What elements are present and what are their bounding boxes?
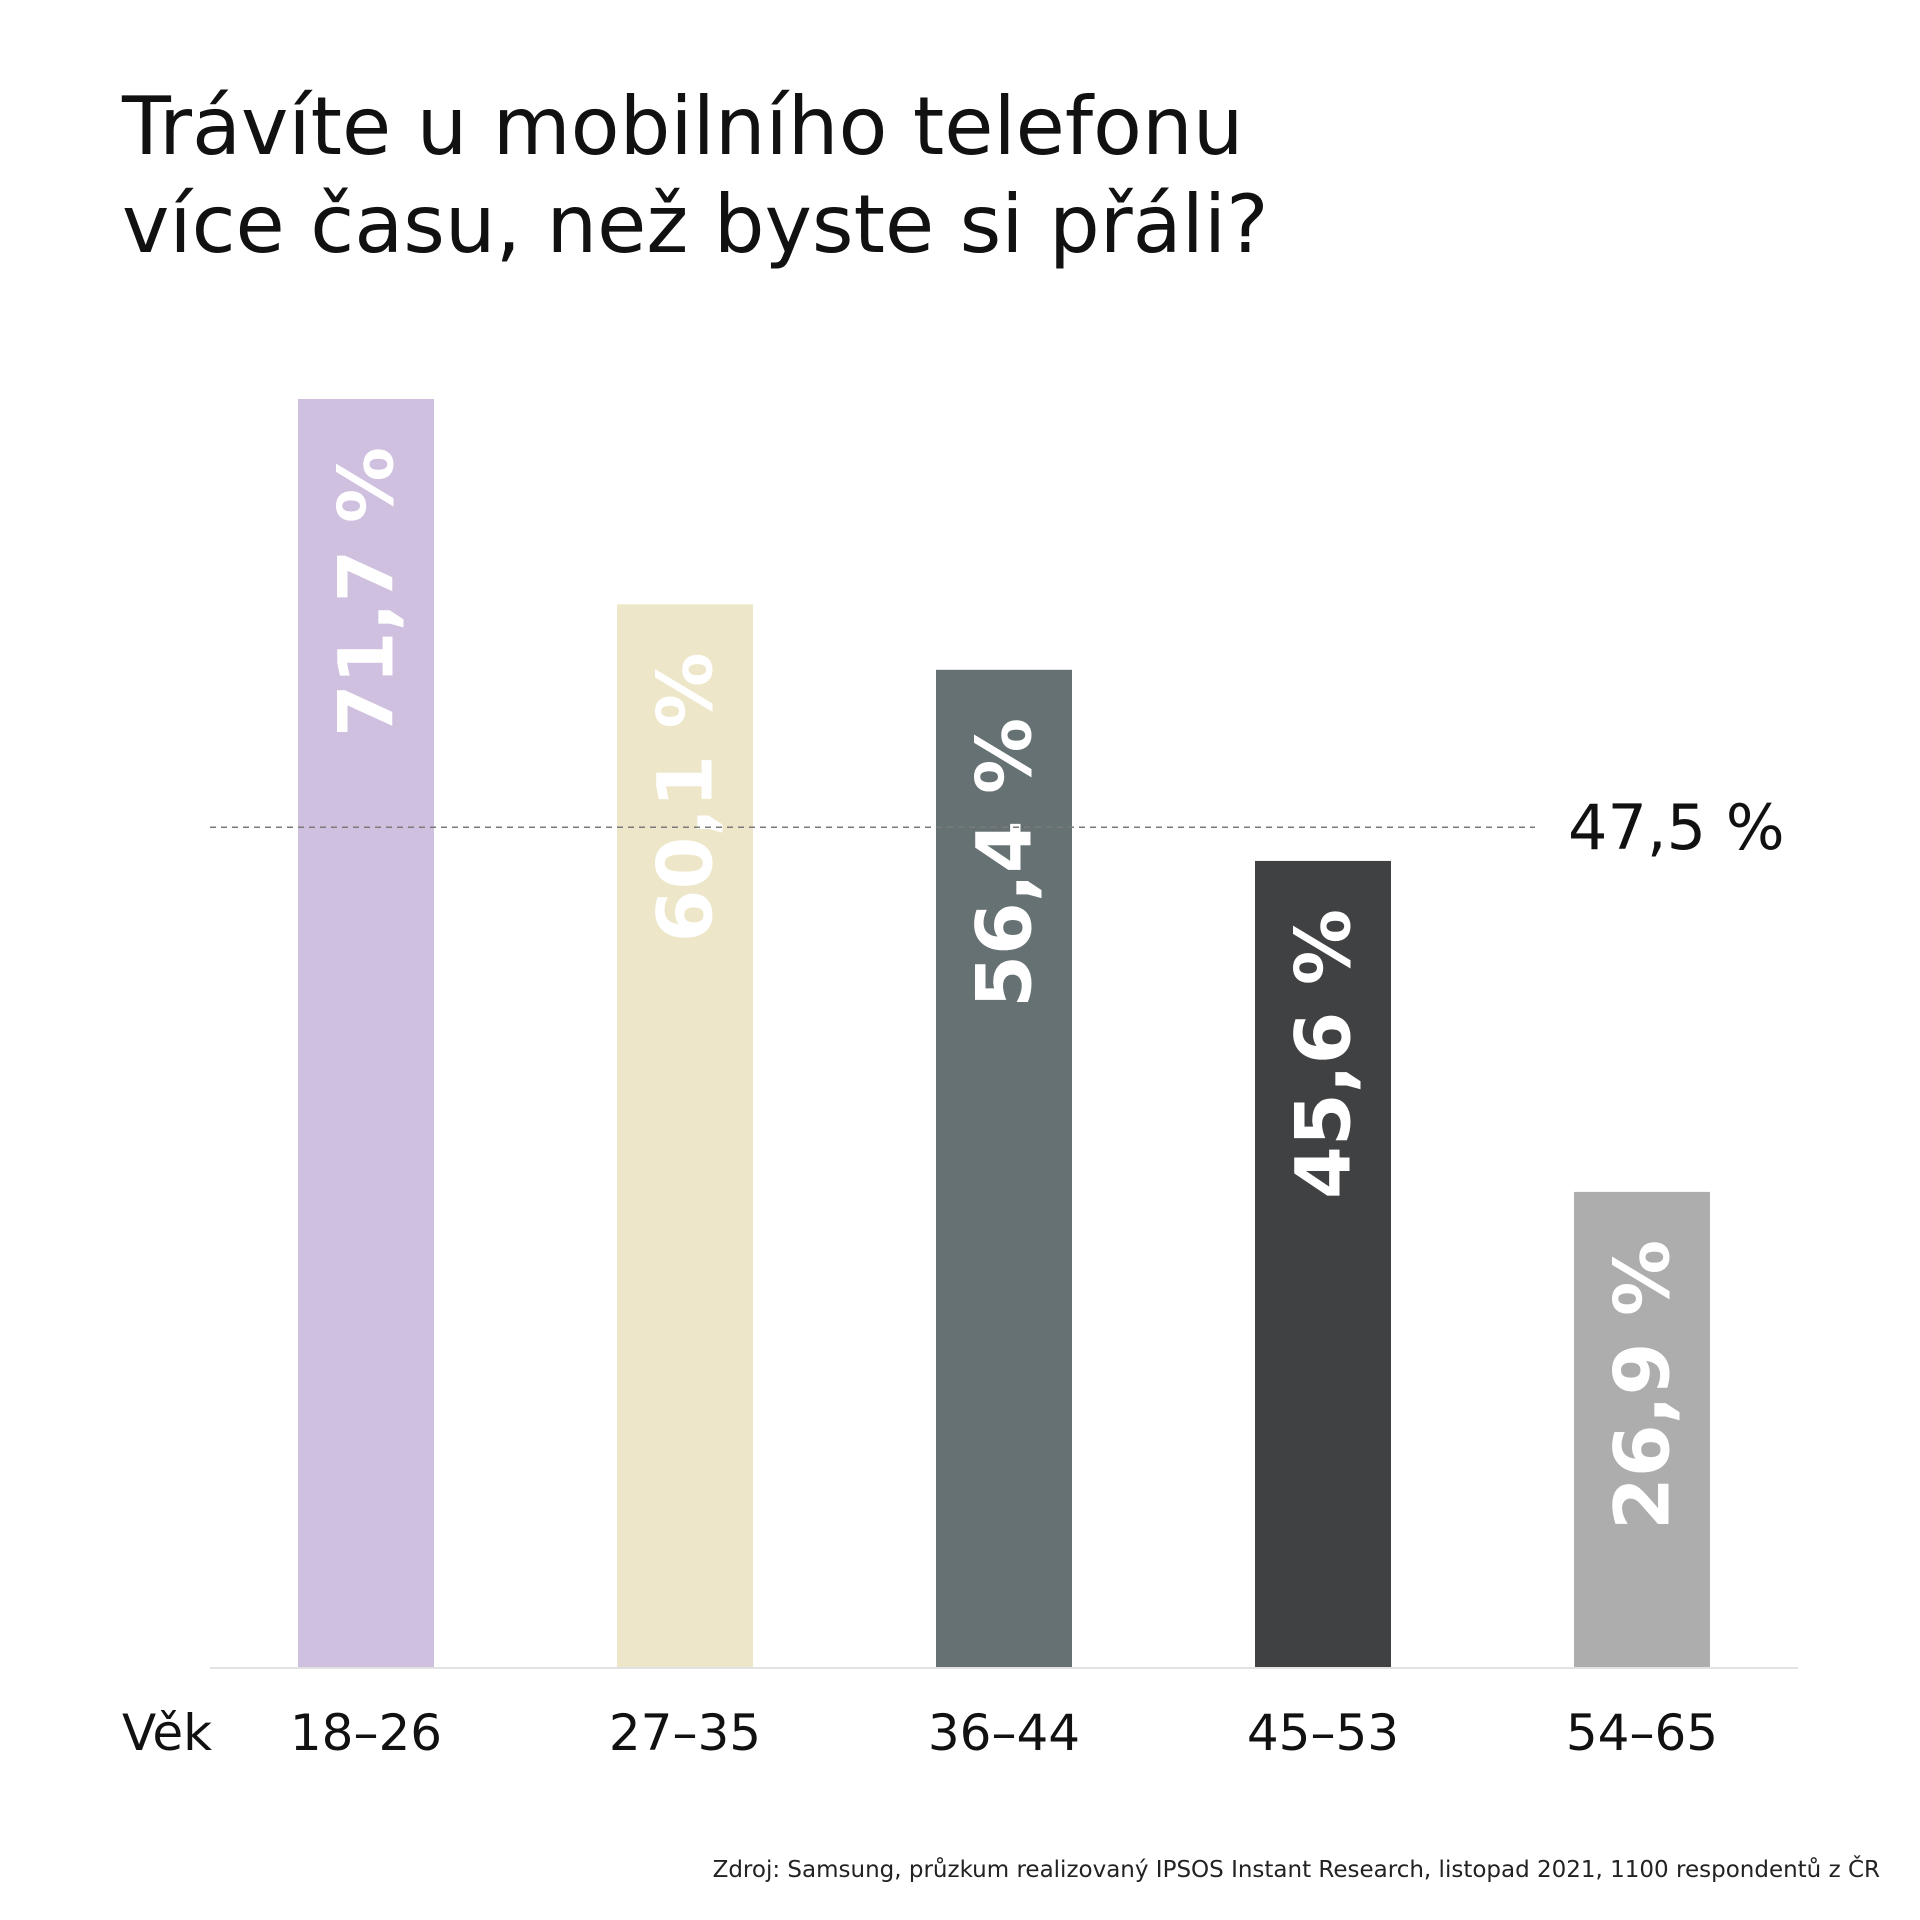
bar-2 <box>936 669 1072 1668</box>
bar-value-label-2: 56,4 % <box>960 718 1049 1008</box>
bar-0 <box>298 399 434 1668</box>
x-tick-label-3: 45–53 <box>1247 1704 1399 1762</box>
bar-value-label-3: 45,6 % <box>1279 909 1368 1199</box>
x-tick-label-1: 27–35 <box>609 1704 761 1762</box>
bar-4 <box>1574 1191 1710 1668</box>
bar-1 <box>617 604 753 1668</box>
bar-value-label-0: 71,7 % <box>322 447 411 737</box>
title-line-1: Trávíte u mobilního telefonu <box>122 80 1244 173</box>
x-axis-label: Věk <box>122 1704 212 1762</box>
x-tick-label-4: 54–65 <box>1566 1704 1718 1762</box>
title-line-2: více času, než byste si přáli? <box>122 178 1269 271</box>
x-tick-label-0: 18–26 <box>290 1704 442 1762</box>
bar-3 <box>1255 860 1391 1668</box>
source-note: Zdroj: Samsung, průzkum realizovaný IPSO… <box>712 1857 1880 1883</box>
reference-line-label: 47,5 % <box>1568 791 1785 864</box>
bar-value-label-1: 60,1 % <box>641 652 730 942</box>
bar-value-label-4: 26,9 % <box>1598 1240 1687 1530</box>
chart-title: Trávíte u mobilního telefonu více času, … <box>122 78 1622 274</box>
x-tick-label-2: 36–44 <box>928 1704 1080 1762</box>
